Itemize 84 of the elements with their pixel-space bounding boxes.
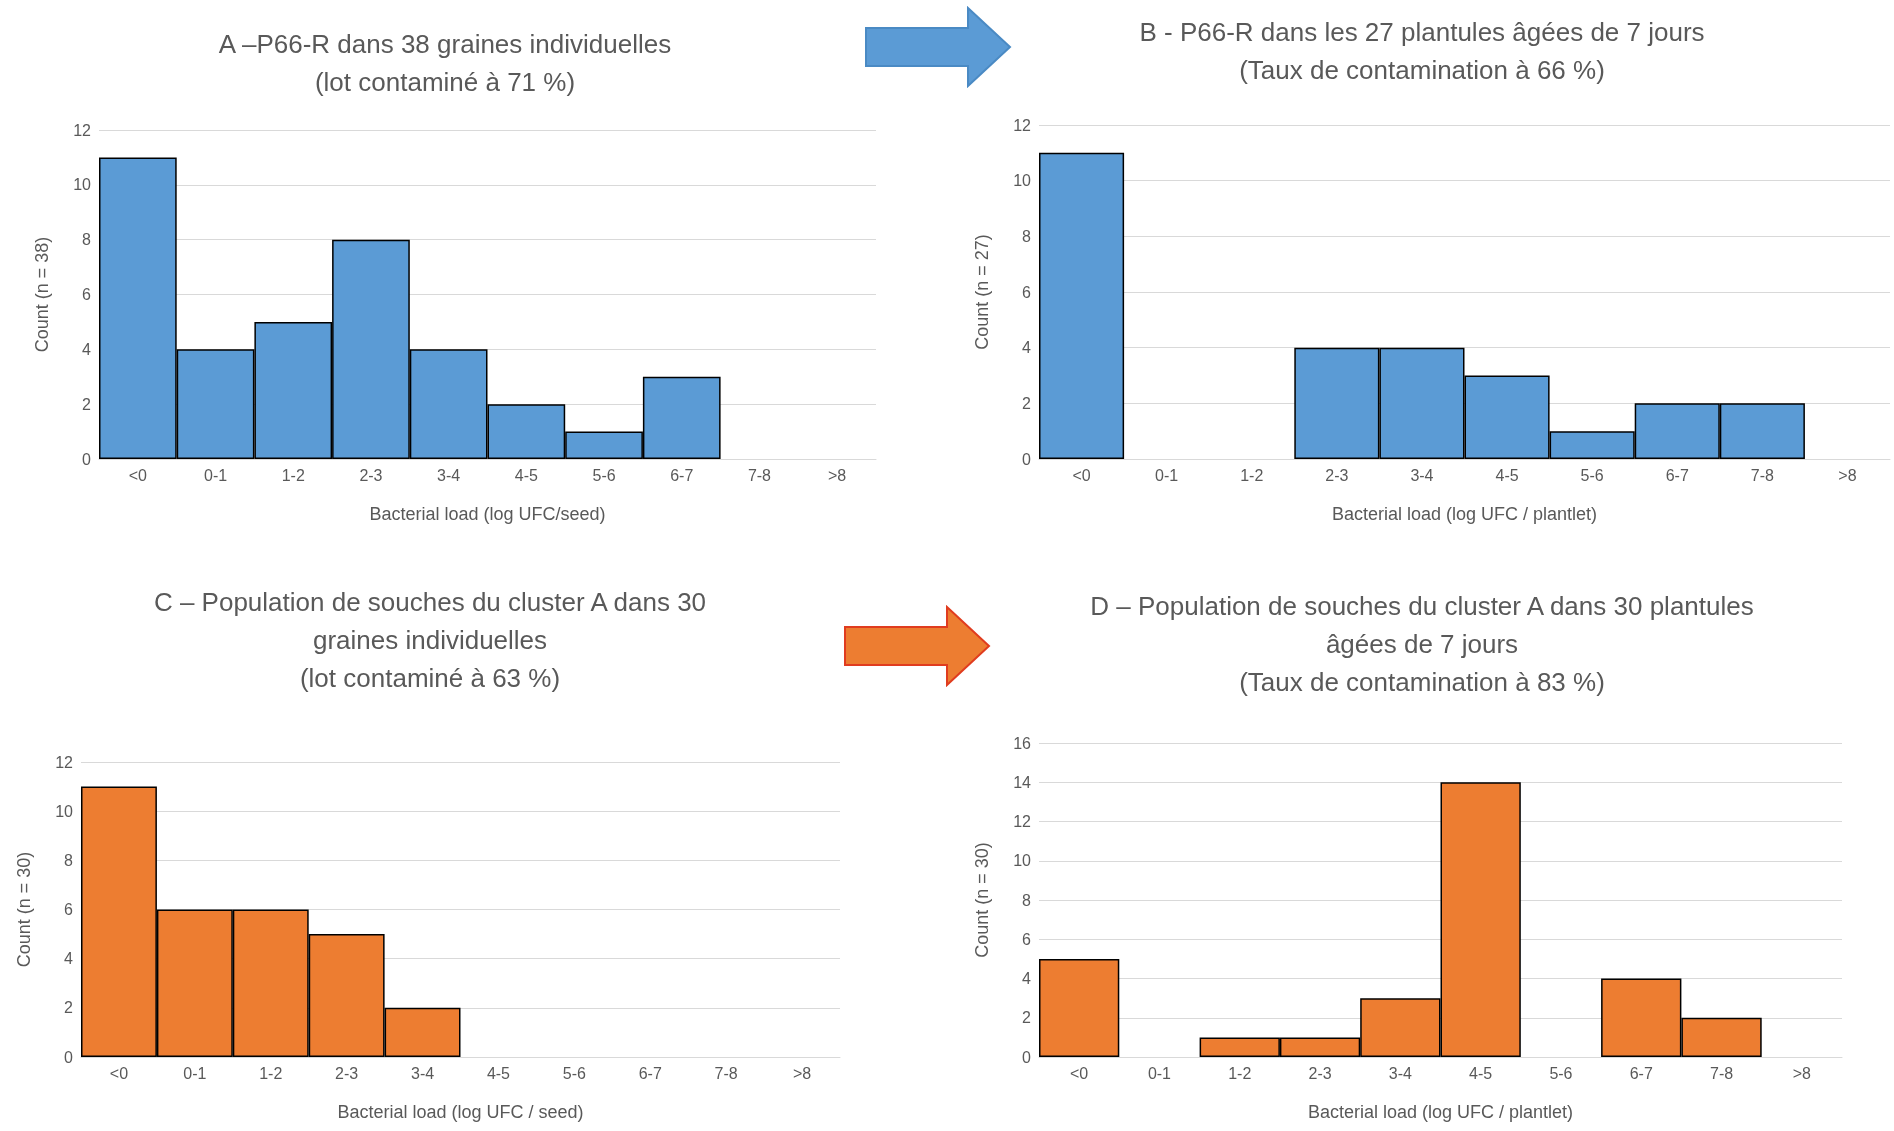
y-tick-label: 4: [1022, 970, 1032, 987]
y-axis-title: Count (n = 30): [14, 851, 34, 968]
y-tick-label: 12: [55, 753, 74, 771]
x-tick-label: 4-5: [514, 466, 539, 484]
x-tick-label: 3-4: [1410, 466, 1434, 484]
x-tick-label: 3-4: [1388, 1064, 1413, 1082]
y-tick-label: 2: [64, 999, 74, 1017]
y-tick-label: 8: [1022, 227, 1032, 245]
x-tick-label: 1-2: [1240, 466, 1264, 484]
x-tick-label: >8: [792, 1064, 812, 1082]
chart-title: B - P66-R dans les 27 plantules âgées de 7 jours (Taux de contamination à 66 %): [1139, 17, 1705, 85]
x-tick-label: 3-4: [410, 1064, 435, 1082]
y-tick-label: 2: [82, 395, 92, 413]
y-tick-label: 4: [82, 340, 92, 358]
x-tick-label: <0: [1070, 1064, 1089, 1082]
y-tick-label: 6: [1022, 283, 1032, 301]
x-tick-label: 2-3: [1308, 1064, 1332, 1082]
x-tick-label: >8: [1838, 466, 1857, 484]
x-tick-label: 6-7: [670, 466, 694, 484]
x-tick-label: 7-8: [714, 1064, 738, 1082]
y-tick-label: 2: [1022, 394, 1032, 412]
x-tick-label: 0-1: [203, 466, 228, 484]
x-tick-label: 6-7: [638, 1064, 662, 1082]
y-axis-title: Count (n = 27): [972, 234, 992, 350]
x-tick-label: 6-7: [1629, 1064, 1653, 1082]
x-tick-label: >8: [1792, 1064, 1812, 1082]
chart-title: D – Population de souches du cluster A dans 30 plantules âgées de 7 jours (Taux de contamination à 83 %): [1090, 591, 1754, 697]
x-tick-label: 6-7: [1665, 466, 1689, 484]
y-tick-label: 8: [82, 231, 92, 249]
x-tick-label: 7-8: [1750, 466, 1775, 484]
x-axis-title: Bacterial load (log UFC / plantlet): [1331, 504, 1598, 524]
x-tick-label: 2-3: [1325, 466, 1349, 484]
x-tick-label: 5-6: [562, 1064, 587, 1082]
y-tick-label: 4: [64, 950, 74, 968]
y-tick-label: 12: [73, 121, 92, 139]
x-tick-label: 2-3: [335, 1064, 359, 1082]
x-axis-title: Bacterial load (log UFC/seed): [369, 504, 606, 524]
y-tick-label: 14: [1013, 773, 1032, 791]
y-tick-label: 6: [82, 286, 92, 303]
x-tick-label: 7-8: [747, 466, 772, 484]
x-tick-label: 5-6: [1549, 1064, 1573, 1082]
y-tick-label: 6: [1022, 930, 1032, 948]
y-tick-label: 0: [64, 1048, 74, 1066]
x-tick-label: 0-1: [1147, 1064, 1172, 1082]
y-axis-title: Count (n = 30): [972, 842, 992, 958]
x-tick-label: 4-5: [1469, 1064, 1493, 1082]
x-tick-label: <0: [128, 466, 148, 484]
x-tick-label: 4-5: [1495, 466, 1519, 484]
chart-title: C – Population de souches du cluster A dans 30 graines individuelles (lot contaminé à 63 %): [153, 587, 707, 693]
x-tick-label: <0: [109, 1064, 129, 1082]
y-tick-label: 10: [1013, 852, 1032, 870]
y-tick-label: 12: [1013, 813, 1032, 830]
x-tick-label: 7-8: [1709, 1064, 1734, 1082]
y-tick-label: 0: [82, 450, 92, 468]
x-tick-label: 1-2: [1228, 1064, 1252, 1082]
y-tick-label: 10: [1013, 172, 1032, 190]
x-axis-title: Bacterial load (log UFC / seed): [337, 1102, 584, 1122]
y-tick-label: 0: [1022, 1048, 1032, 1066]
y-tick-label: 8: [64, 851, 74, 869]
x-tick-label: 2-3: [359, 466, 383, 484]
y-tick-label: 10: [73, 176, 92, 194]
x-tick-label: 4-5: [486, 1064, 511, 1082]
y-tick-label: 16: [1013, 734, 1032, 752]
y-tick-label: 12: [1013, 116, 1032, 134]
bar: [1039, 958, 1120, 1057]
x-tick-label: 0-1: [183, 1064, 207, 1082]
x-tick-label: >8: [828, 466, 847, 484]
y-tick-label: 8: [1022, 891, 1032, 909]
y-tick-label: 0: [1022, 450, 1032, 468]
y-axis-title: Count (n = 38): [32, 236, 52, 353]
x-tick-label: <0: [1072, 466, 1091, 484]
x-tick-label: 0-1: [1155, 466, 1179, 484]
x-tick-label: 3-4: [437, 466, 461, 484]
bar: [1039, 152, 1125, 459]
y-tick-label: 6: [64, 901, 74, 918]
x-tick-label: 5-6: [1580, 466, 1604, 484]
x-tick-label: 1-2: [259, 1064, 283, 1082]
x-tick-label: 5-6: [592, 466, 616, 484]
x-tick-label: 1-2: [281, 466, 305, 484]
y-tick-label: 4: [1022, 339, 1032, 357]
chart-title: A –P66-R dans 38 graines individuelles (lot contaminé à 71 %): [218, 29, 672, 97]
x-axis-title: Bacterial load (log UFC / plantlet): [1307, 1102, 1574, 1122]
y-tick-label: 2: [1022, 1009, 1032, 1027]
y-tick-label: 10: [55, 802, 74, 820]
